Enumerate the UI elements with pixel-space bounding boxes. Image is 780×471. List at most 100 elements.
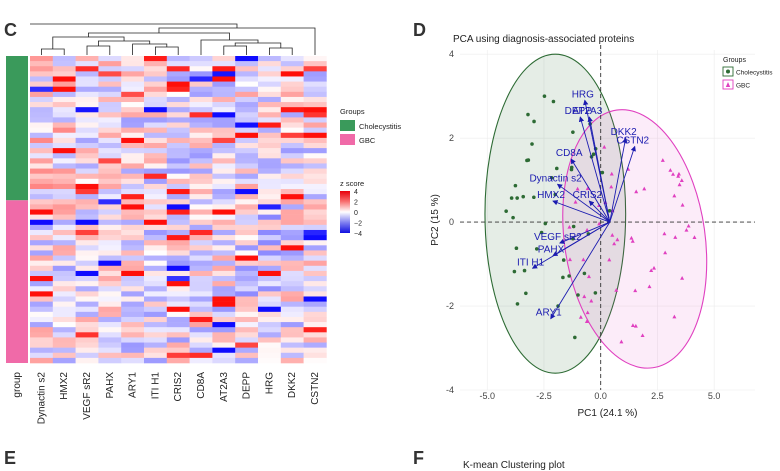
heatmap-cell (166, 76, 190, 82)
heatmap-cell (75, 224, 99, 231)
heatmap-cell (75, 81, 99, 87)
heatmap-cell (166, 194, 190, 200)
heatmap-cell (52, 219, 76, 226)
heatmap-cell (303, 142, 327, 149)
heatmap-cell (52, 337, 76, 343)
heatmap-cell (212, 265, 236, 272)
cholecystitis-point (534, 247, 539, 251)
heatmap-cell (121, 153, 145, 159)
heatmap-cell (75, 132, 99, 139)
cholecystitis-point (514, 246, 519, 250)
heatmap-figure: group Dynactin s2 HMX2 VEGF sR2 PAHX ARY1 ITI … (6, 23, 401, 424)
heatmap-cell (258, 311, 282, 318)
heatmap-cell (98, 224, 122, 231)
heatmap-cell (235, 204, 259, 210)
heatmap-cell (258, 250, 282, 256)
gbc-point (640, 333, 645, 338)
heatmap-cell (52, 327, 76, 333)
heatmap-cell (258, 96, 282, 103)
heatmap-cell (98, 347, 122, 354)
heatmap-cell (258, 112, 282, 118)
heatmap-cell (52, 189, 76, 195)
heatmap-cell (212, 91, 236, 98)
heatmap-cell (235, 235, 259, 241)
heatmap-cell (235, 132, 259, 139)
heatmap-cell (121, 306, 145, 313)
heatmap-cell (121, 286, 145, 292)
heatmap-cell (189, 76, 213, 82)
heatmap-cell (75, 127, 99, 134)
heatmap-cell (280, 142, 304, 149)
heatmap-cell (212, 117, 236, 123)
heatmap-cell (30, 71, 54, 77)
heatmap-cell (258, 132, 282, 139)
heatmap-cell (52, 322, 76, 328)
cholecystitis-point (591, 152, 596, 157)
heatmap-cell (166, 107, 190, 113)
heatmap-cell (303, 127, 327, 134)
heatmap-cell (258, 352, 282, 359)
heatmap-cell (121, 337, 145, 343)
heatmap-cell (212, 189, 236, 195)
heatmap-cell (98, 102, 122, 108)
heatmap-cell (166, 127, 190, 134)
heatmap-cell (121, 117, 145, 123)
dendrogram-link (158, 27, 316, 55)
heatmap-cell (30, 255, 54, 261)
heatmap-cell (30, 132, 54, 139)
heatmap-cell (166, 61, 190, 67)
heatmap-cell (303, 306, 327, 313)
pca-title: PCA using diagnosis-associated proteins (453, 34, 635, 45)
heatmap-cell (212, 276, 236, 282)
heatmap-cell (30, 56, 54, 62)
heatmap-cell (280, 173, 304, 180)
gbc-point (679, 178, 684, 182)
cholecystitis-point (512, 269, 517, 274)
heatmap-cell (52, 178, 76, 185)
heatmap-cell (98, 327, 122, 333)
heatmap-cell (75, 301, 99, 308)
heatmap-cell (144, 173, 168, 180)
cholecystitis-point (600, 170, 605, 175)
heatmap-cell (303, 337, 327, 343)
heatmap-cell (235, 337, 259, 343)
heatmap-cell (121, 137, 145, 144)
heatmap-cell (258, 316, 282, 323)
heatmap-cell (303, 250, 327, 256)
heatmap-cell (189, 91, 213, 98)
heatmap-cell (121, 209, 145, 215)
cholecystitis-point (521, 194, 526, 199)
gbc-point (671, 172, 676, 176)
gbc-point (609, 171, 614, 176)
heatmap-cell (52, 286, 76, 292)
heatmap-cell (166, 204, 190, 210)
heatmap-cell (144, 76, 168, 82)
heatmap-cell (75, 327, 99, 333)
heatmap-cell (75, 306, 99, 313)
heatmap-cell (144, 327, 168, 333)
heatmap-cell (121, 107, 145, 113)
heatmap-cell (258, 286, 282, 292)
heatmap-cell (235, 66, 259, 72)
heatmap-cell (30, 276, 54, 282)
heatmap-cell (121, 322, 145, 328)
heatmap-cell (121, 342, 145, 348)
heatmap-cell (144, 316, 168, 323)
heatmap-cell (144, 199, 168, 205)
heatmap-cell (258, 107, 282, 113)
heatmap-cell (189, 117, 213, 123)
heatmap-cell (52, 250, 76, 256)
cholecystitis-point (571, 130, 575, 134)
heatmap-cell (189, 81, 213, 87)
heatmap-cell (52, 255, 76, 261)
heatmap-cell (121, 219, 145, 226)
heatmap-cell (303, 168, 327, 174)
heatmap-cell (121, 194, 145, 200)
gbc-point (597, 221, 602, 226)
zscore-legend-title: z score (340, 179, 364, 188)
heatmap-cell (98, 66, 122, 72)
pca-y-tick: -2 (446, 301, 454, 311)
heatmap-cell (280, 148, 304, 154)
heatmap-cell (166, 332, 190, 338)
heatmap-cell (144, 127, 168, 134)
